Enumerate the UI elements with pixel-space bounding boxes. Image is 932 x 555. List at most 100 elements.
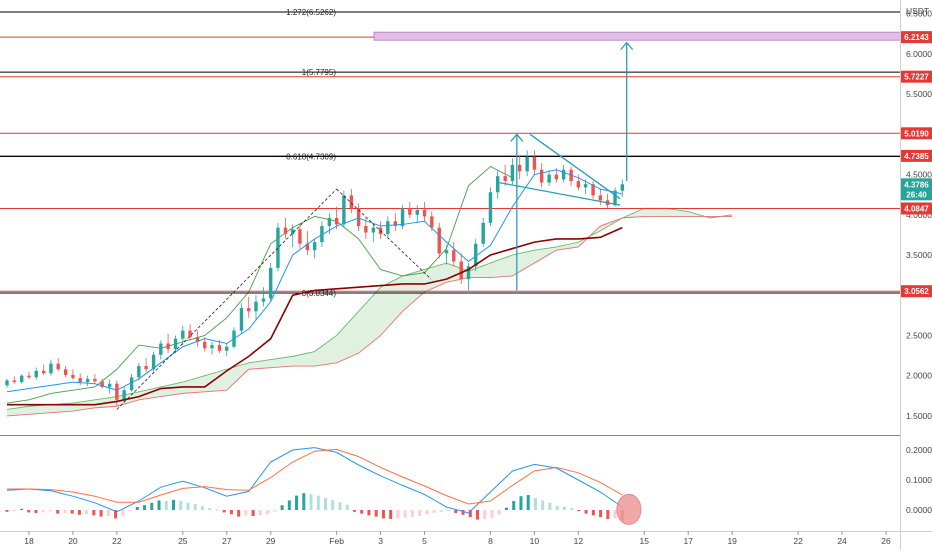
time-tick-label: 27 [222, 536, 232, 546]
candle-body [56, 363, 60, 370]
macd-tick-label: 0.0000 [906, 505, 932, 515]
macd-histogram-bar [280, 505, 284, 510]
macd-histogram-bar [606, 510, 610, 519]
macd-histogram-bar [490, 510, 494, 518]
candle-body [356, 208, 361, 227]
fib-level-label: 1.272(6.5262) [286, 8, 336, 17]
cloud-segment [226, 362, 249, 391]
fib-level-label: 0(3.0344) [302, 289, 337, 298]
candle-body [444, 250, 449, 254]
candle-body [27, 375, 31, 378]
candle-body [371, 227, 376, 233]
last-price-value: 4.3786 [904, 180, 929, 189]
macd-histogram-bar [193, 504, 197, 510]
candle-body [393, 221, 397, 227]
cloud-segment [292, 351, 315, 367]
macd-histogram-bar [389, 510, 393, 519]
level-price-tag [901, 127, 932, 140]
cloud-segment [50, 403, 73, 413]
macd-histogram-bar [77, 510, 81, 515]
macd-histogram-bar [548, 502, 552, 510]
macd-histogram-bar [599, 510, 603, 518]
macd-histogram-bar [562, 507, 566, 510]
candle-body [290, 229, 295, 235]
candle-body [532, 156, 537, 170]
time-tick-label: 5 [422, 536, 427, 546]
candle-body [20, 375, 24, 383]
candle-body [173, 338, 178, 350]
candle-body [85, 378, 90, 383]
currency-label: USDT [906, 6, 929, 16]
candle-body [100, 381, 104, 387]
macd-histogram-bar [150, 502, 154, 510]
candle-body [561, 169, 566, 180]
cloud-segment [534, 246, 557, 264]
time-tick-label: 3 [378, 536, 383, 546]
cloud-segment [468, 263, 491, 278]
candle-body [422, 209, 427, 217]
candle-body [598, 195, 603, 201]
candle-body [430, 216, 434, 228]
time-tick-label: 29 [266, 536, 276, 546]
macd-histogram-bar [287, 500, 291, 510]
candle-body [437, 227, 441, 254]
macd-histogram-bar [476, 510, 480, 520]
candle-body [217, 345, 222, 351]
macd-histogram-bar [135, 507, 139, 510]
candle-body [166, 343, 170, 350]
cloud-segment [490, 255, 513, 278]
level-price-tag [901, 285, 932, 298]
macd-histogram-bar [63, 510, 67, 513]
candle-body [510, 164, 515, 181]
candle-body [452, 250, 456, 262]
candle-body [327, 218, 332, 227]
candle-body [188, 330, 192, 338]
cloud-segment [666, 208, 689, 217]
candle-body [283, 227, 288, 235]
macd-histogram-bar [143, 505, 147, 510]
cloud-segment [248, 359, 271, 370]
macd-histogram-bar [70, 510, 74, 514]
time-tick-label: 12 [574, 536, 584, 546]
level-price-tag [901, 31, 932, 44]
candle-body [517, 164, 522, 172]
macd-histogram-bar [251, 510, 255, 516]
price-tick-label: 2.5000 [906, 330, 932, 340]
triangle-line [499, 181, 621, 206]
price-tick-label: 3.5000 [906, 250, 932, 260]
cloud-segment [512, 250, 535, 276]
projection-arrow-head [510, 133, 524, 142]
target-zone-box [373, 31, 920, 41]
cloud-segment [424, 263, 447, 293]
cloud-segment [556, 242, 579, 251]
candle-body [400, 208, 405, 227]
price-tick-label: 1.5000 [906, 411, 932, 421]
level-price-tag-text: 5.0190 [904, 129, 929, 138]
macd-histogram-bar [418, 510, 422, 516]
cloud-segment [28, 404, 51, 415]
candle-body [312, 242, 317, 251]
macd-histogram-bar [34, 510, 38, 513]
time-tick-label: 22 [112, 536, 122, 546]
candle-body [122, 390, 126, 400]
candle-body [93, 378, 97, 382]
last-price-countdown: 26:40 [906, 190, 927, 199]
macd-histogram-bar [316, 495, 320, 510]
macd-histogram-bar [541, 500, 545, 510]
time-tick-label: 24 [837, 536, 847, 546]
time-axis: 18 20 22 25 27 29 Feb 3 5 8 10 12 15 17 19 22 24 26 [24, 531, 891, 546]
candle-body [481, 222, 485, 244]
level-price-tag-text: 4.7385 [904, 152, 929, 161]
macd-histogram-bar [519, 496, 523, 510]
time-tick-label: 25 [178, 536, 188, 546]
macd-histogram-bar [570, 508, 574, 510]
macd-histogram-bar [410, 510, 414, 518]
time-tick-label: 20 [68, 536, 78, 546]
macd-histogram-bar [396, 510, 400, 519]
candle-body [488, 192, 493, 223]
cloud-segment [182, 375, 205, 394]
macd-histogram-bar [425, 510, 429, 515]
macd-histogram-bar [41, 510, 45, 512]
cloud-segment [314, 335, 337, 367]
